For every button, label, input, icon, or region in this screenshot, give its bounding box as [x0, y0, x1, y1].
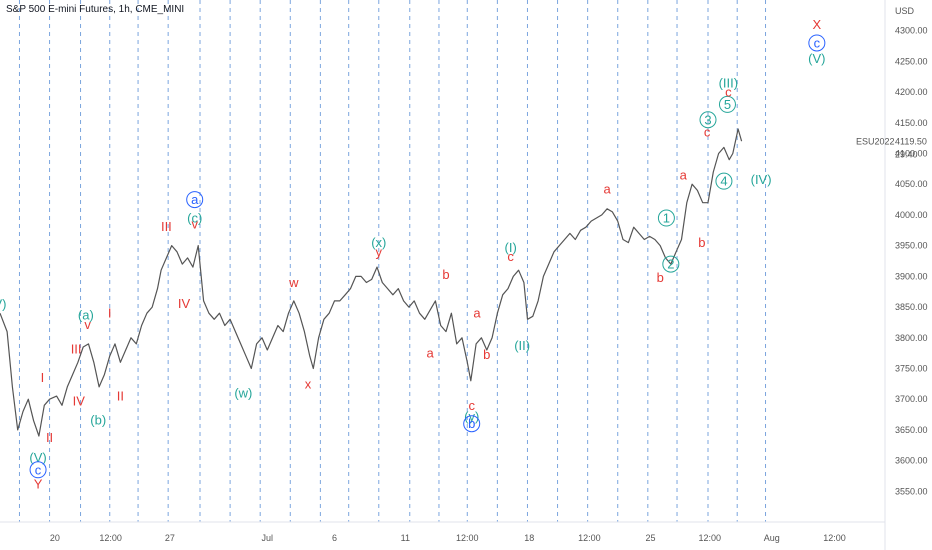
wave-label: (b)	[90, 413, 106, 428]
wave-label: 3	[704, 112, 711, 127]
x-tick-label: 25	[645, 533, 655, 543]
wave-label: a	[426, 346, 434, 361]
wave-label: c	[468, 398, 475, 413]
y-tick-label: 4150.00	[895, 118, 928, 128]
wave-label: 5	[724, 97, 731, 112]
price-series-line	[0, 128, 743, 437]
wave-label: II	[46, 430, 53, 445]
wave-label: IV	[178, 296, 191, 311]
y-tick-label: 3850.00	[895, 302, 928, 312]
wave-label: III	[161, 219, 172, 234]
wave-label: (III)	[719, 75, 739, 90]
wave-label-circle	[718, 95, 736, 113]
y-tick-label: 3900.00	[895, 271, 928, 281]
wave-label-circle	[808, 34, 826, 52]
wave-label-circle	[715, 172, 733, 190]
wave-label: I	[41, 370, 45, 385]
wave-label: (II)	[514, 338, 530, 353]
wave-label: v	[191, 217, 198, 232]
wave-label: 1	[663, 211, 670, 226]
wave-label-circle	[186, 191, 204, 209]
chart-title: S&P 500 E-mini Futures, 1h, CME_MINI	[6, 4, 185, 15]
wave-label: c	[704, 125, 711, 140]
wave-label-circle	[699, 111, 717, 129]
x-tick-label: 27	[165, 533, 175, 543]
last-price-label: 4119.50	[895, 137, 927, 147]
wave-label: a	[603, 182, 611, 197]
wave-label: y	[376, 244, 383, 259]
wave-label: II	[117, 389, 124, 404]
wave-label: b	[657, 270, 664, 285]
wave-label: b	[468, 416, 475, 431]
currency-label: USD	[895, 6, 915, 16]
x-tick-label: Jul	[262, 533, 274, 543]
wave-label: Y	[34, 476, 43, 491]
wave-label-circle	[29, 461, 47, 479]
wave-label: V)	[0, 296, 7, 311]
x-tick-label: 12:00	[699, 533, 722, 543]
wave-label: (x)	[371, 235, 386, 250]
y-tick-label: 4300.00	[895, 26, 928, 36]
wave-label: c	[725, 85, 732, 100]
y-tick-label: 3800.00	[895, 333, 928, 343]
wave-label: I	[108, 306, 112, 321]
x-tick-label: 18	[524, 533, 534, 543]
x-tick-label: 12:00	[578, 533, 601, 543]
wave-label: a	[680, 168, 688, 183]
symbol-label: ESU2022	[856, 137, 895, 147]
wave-label: a	[191, 192, 199, 207]
wave-label-circle	[662, 255, 680, 273]
wave-label: (a)	[78, 308, 94, 323]
x-tick-label: 11	[401, 533, 410, 543]
wave-label: (w)	[234, 386, 252, 401]
wave-label: IV	[73, 394, 86, 409]
wave-label: b	[442, 267, 449, 282]
wave-label: b	[483, 347, 490, 362]
wave-label: x	[305, 376, 312, 391]
x-tick-label: 20	[50, 533, 60, 543]
y-tick-label: 4050.00	[895, 179, 928, 189]
y-tick-label: 4250.00	[895, 56, 928, 66]
x-tick-label: 12:00	[823, 533, 846, 543]
wave-label: c	[507, 249, 514, 264]
wave-label: (c)	[187, 211, 202, 226]
wave-label: 4	[720, 174, 727, 189]
wave-label: c	[35, 462, 42, 477]
y-tick-label: 4100.00	[895, 149, 928, 159]
wave-label-circle	[657, 209, 675, 227]
y-tick-label: 4000.00	[895, 210, 928, 220]
wave-label: (I)	[505, 240, 517, 255]
countdown-label: 29:40	[895, 150, 918, 160]
wave-label: 2	[667, 257, 674, 272]
y-tick-label: 4200.00	[895, 87, 928, 97]
wave-label: (V)	[29, 450, 46, 465]
wave-label: (y)	[464, 409, 479, 424]
wave-label: b	[698, 235, 705, 250]
y-tick-label: 3950.00	[895, 241, 928, 251]
wave-label: (IV)	[751, 172, 772, 187]
y-tick-label: 3700.00	[895, 394, 928, 404]
wave-label: w	[288, 275, 299, 290]
wave-label: c	[814, 35, 821, 50]
y-tick-label: 3750.00	[895, 363, 928, 373]
x-tick-label: 6	[332, 533, 337, 543]
wave-label: III	[71, 341, 82, 356]
x-tick-label: 12:00	[99, 533, 122, 543]
wave-label: (V)	[808, 51, 825, 66]
wave-label: v	[84, 317, 91, 332]
x-tick-label: Aug	[764, 533, 780, 543]
wave-label: a	[473, 306, 481, 321]
wave-label: X	[813, 17, 822, 32]
y-tick-label: 3550.00	[895, 486, 928, 496]
y-tick-label: 3600.00	[895, 456, 928, 466]
y-tick-label: 3650.00	[895, 425, 928, 435]
wave-label-circle	[463, 415, 481, 433]
x-tick-label: 12:00	[456, 533, 479, 543]
